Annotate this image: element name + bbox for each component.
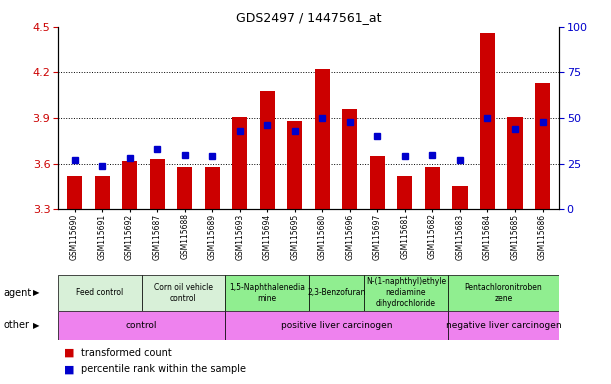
Bar	[225, 275, 309, 311]
Bar	[508, 117, 522, 209]
Text: transformed count: transformed count	[81, 348, 172, 358]
Bar	[177, 167, 192, 209]
Text: ▶: ▶	[34, 321, 40, 330]
Bar	[260, 91, 275, 209]
Text: agent: agent	[3, 288, 31, 298]
Text: Pentachloronitroben
zene: Pentachloronitroben zene	[464, 283, 543, 303]
Bar	[370, 156, 385, 209]
Bar	[287, 121, 302, 209]
Bar	[315, 70, 330, 209]
Bar	[142, 275, 225, 311]
Text: positive liver carcinogen: positive liver carcinogen	[280, 321, 392, 330]
Bar	[225, 311, 448, 340]
Bar	[448, 311, 559, 340]
Text: ■: ■	[64, 348, 75, 358]
Text: Corn oil vehicle
control: Corn oil vehicle control	[154, 283, 213, 303]
Bar	[309, 275, 364, 311]
Bar	[205, 167, 220, 209]
Bar	[452, 187, 467, 209]
Bar	[58, 275, 142, 311]
Text: negative liver carcinogen: negative liver carcinogen	[445, 321, 562, 330]
Bar	[448, 275, 559, 311]
Text: control: control	[126, 321, 157, 330]
Bar	[232, 117, 247, 209]
Bar	[480, 33, 495, 209]
Bar	[397, 176, 412, 209]
Bar	[425, 167, 440, 209]
Bar	[150, 159, 165, 209]
Bar	[535, 83, 550, 209]
Text: N-(1-naphthyl)ethyle
nediamine
dihydrochloride: N-(1-naphthyl)ethyle nediamine dihydroch…	[366, 277, 446, 308]
Bar	[67, 176, 82, 209]
Bar	[122, 161, 137, 209]
Text: ▶: ▶	[34, 288, 40, 297]
Text: GDS2497 / 1447561_at: GDS2497 / 1447561_at	[236, 12, 381, 25]
Text: ■: ■	[64, 364, 75, 374]
Text: 2,3-Benzofuran: 2,3-Benzofuran	[307, 288, 365, 297]
Bar	[342, 109, 357, 209]
Text: 1,5-Naphthalenedia
mine: 1,5-Naphthalenedia mine	[229, 283, 305, 303]
Bar	[58, 311, 225, 340]
Text: Feed control: Feed control	[76, 288, 123, 297]
Bar	[95, 176, 109, 209]
Text: other: other	[3, 320, 29, 331]
Bar	[364, 275, 448, 311]
Text: percentile rank within the sample: percentile rank within the sample	[81, 364, 246, 374]
